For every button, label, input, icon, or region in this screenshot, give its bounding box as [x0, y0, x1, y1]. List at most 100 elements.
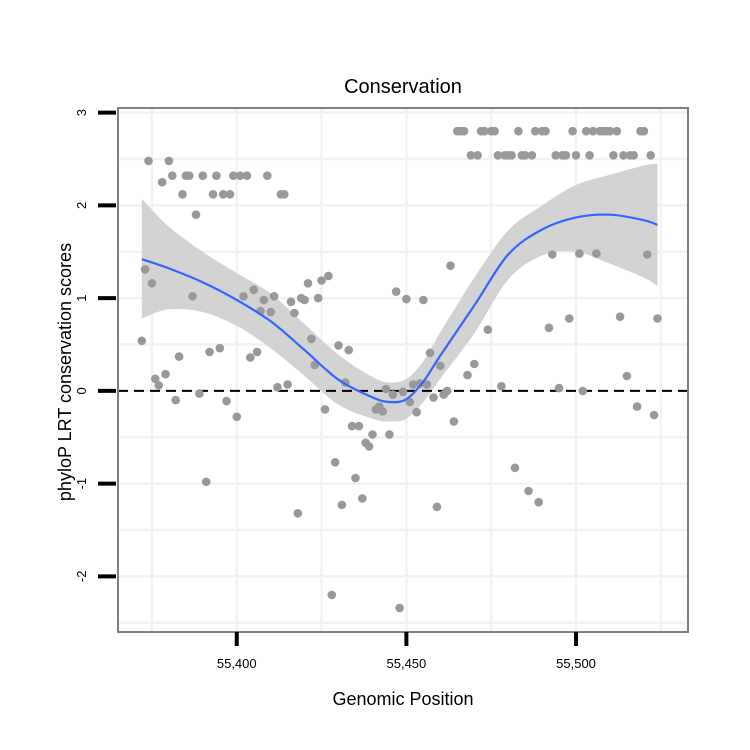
data-point: [198, 171, 208, 180]
data-point: [609, 151, 618, 160]
data-point: [561, 151, 571, 160]
data-point: [429, 393, 438, 402]
data-point: [283, 380, 292, 389]
y-tick-label: 0: [74, 387, 89, 394]
data-point: [351, 473, 360, 483]
data-point: [140, 265, 150, 274]
data-point: [239, 292, 248, 301]
data-point: [266, 307, 276, 317]
data-point: [646, 151, 655, 160]
data-point: [493, 151, 503, 160]
data-point: [425, 348, 435, 358]
data-point: [419, 295, 428, 305]
data-point: [592, 249, 601, 258]
data-point: [605, 126, 615, 136]
data-point: [354, 421, 364, 431]
data-point: [347, 421, 357, 431]
data-point: [554, 383, 564, 393]
data-point: [208, 190, 218, 199]
data-point: [337, 500, 347, 510]
data-point: [588, 126, 598, 136]
data-point: [249, 285, 258, 295]
data-point: [415, 379, 425, 388]
data-point: [629, 151, 638, 160]
data-point: [188, 292, 197, 301]
data-point: [368, 430, 377, 439]
data-point: [432, 502, 442, 512]
data-point: [358, 494, 367, 503]
data-point: [290, 308, 299, 318]
data-point: [151, 374, 160, 384]
data-point: [507, 151, 516, 160]
data-point: [280, 190, 289, 199]
data-point: [510, 463, 520, 473]
data-point: [470, 359, 479, 369]
data-point: [541, 126, 550, 136]
data-point: [412, 407, 421, 417]
data-point: [161, 369, 170, 379]
data-point: [185, 171, 194, 180]
data-point: [263, 171, 272, 180]
data-point: [147, 279, 157, 288]
data-point: [381, 384, 391, 394]
y-tick-label: 3: [74, 109, 89, 116]
data-point: [388, 390, 398, 399]
data-point: [327, 590, 337, 600]
data-point: [612, 126, 622, 136]
y-tick-label: 1: [74, 295, 89, 302]
data-point: [174, 352, 184, 361]
data-point: [619, 151, 628, 160]
data-point: [571, 151, 581, 160]
data-point: [544, 323, 554, 333]
data-point: [422, 380, 432, 389]
data-point: [581, 126, 591, 136]
data-point: [531, 126, 540, 136]
data-point: [551, 151, 560, 160]
data-point: [436, 361, 445, 371]
data-point: [154, 381, 163, 390]
data-point: [344, 345, 354, 355]
confidence-band: [141, 163, 658, 422]
data-point: [622, 371, 632, 381]
data-point: [313, 293, 323, 303]
data-point: [330, 458, 340, 467]
data-point: [615, 312, 625, 322]
data-point: [232, 412, 242, 422]
data-point: [242, 171, 252, 180]
data-point: [524, 486, 533, 496]
data-point: [303, 279, 313, 288]
data-point: [398, 387, 408, 397]
data-point: [137, 336, 147, 346]
data-point: [259, 295, 269, 305]
data-point: [480, 126, 489, 136]
data-point: [565, 314, 574, 323]
data-point: [144, 156, 153, 166]
data-point: [178, 190, 187, 199]
data-point: [273, 382, 282, 392]
data-point: [334, 341, 343, 350]
data-point: [483, 325, 493, 335]
y-axis-label: phyloP LRT conservation scores: [55, 243, 75, 501]
data-point: [575, 249, 584, 258]
data-point: [520, 151, 530, 160]
data-point: [164, 156, 174, 166]
data-point: [643, 250, 652, 259]
data-point: [157, 177, 167, 187]
data-point: [195, 389, 204, 398]
data-point: [225, 190, 235, 199]
data-point: [473, 151, 482, 160]
y-tick-label: -2: [74, 571, 89, 583]
data-point: [653, 314, 662, 323]
data-point: [385, 430, 394, 439]
panel-border: [117, 107, 689, 633]
data-point: [585, 151, 594, 160]
loess-smooth-line: [141, 213, 658, 404]
data-point: [578, 386, 588, 396]
data-point: [246, 353, 255, 362]
data-point: [300, 295, 309, 305]
data-point: [466, 151, 476, 160]
data-point: [408, 380, 418, 389]
data-point: [391, 287, 401, 296]
data-point: [320, 405, 330, 414]
data-point: [205, 347, 214, 357]
